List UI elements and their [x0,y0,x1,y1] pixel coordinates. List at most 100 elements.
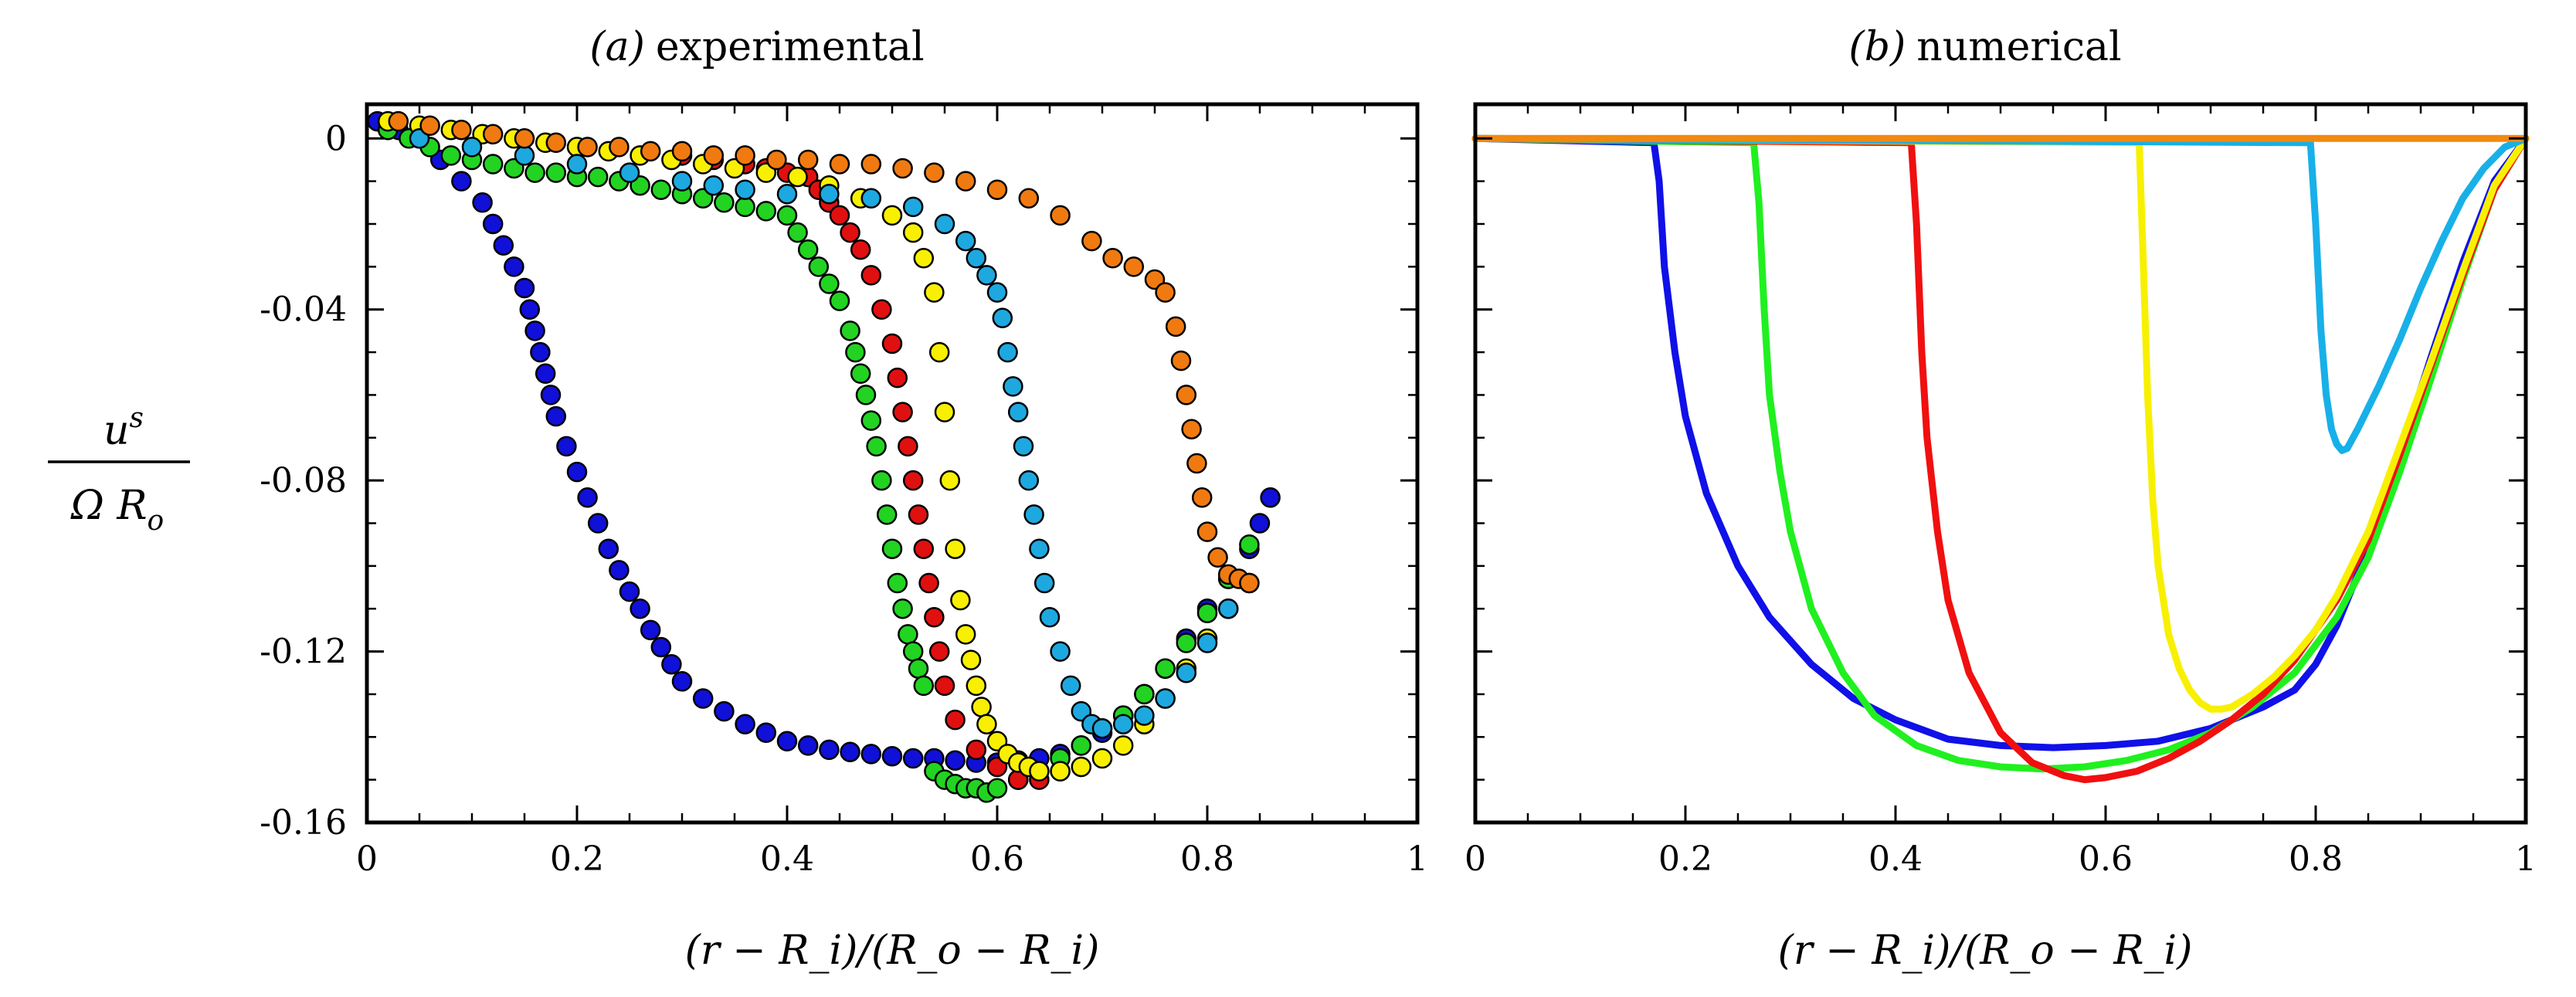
data-point-cyan [1196,632,1218,653]
data-point-blue [650,636,672,658]
data-point-red [898,436,918,457]
data-point-blue [671,671,693,692]
data-point-cyan [1176,663,1197,683]
data-point-red [881,333,903,354]
data-point-orange [671,141,693,162]
data-point-cyan [902,196,924,218]
data-point-orange [1186,453,1207,474]
data-point-cyan [735,179,755,200]
data-point-orange [1123,256,1145,277]
y-tick-label: -0.12 [260,632,347,672]
data-point-orange [514,128,535,149]
series-cyan [409,128,1239,739]
data-point-orange [1165,316,1186,337]
data-point-green [1196,602,1218,623]
data-point-yellow [960,649,982,670]
x-axis-label-numerical: (r − R_i)/(R_o − R_i) [1778,927,2193,974]
data-point-yellow [913,248,935,269]
data-point-green [808,256,830,277]
data-point-cyan [1033,572,1055,594]
data-point-cyan [934,213,955,235]
data-point-red [887,368,908,388]
data-point-red [860,265,882,286]
data-point-blue [472,192,493,213]
data-point-yellow [924,282,945,303]
data-point-yellow [902,222,924,243]
data-point-green [887,572,908,594]
data-point-orange [1181,419,1202,439]
y-tick-label: -0.08 [260,461,347,500]
data-point-orange [577,137,598,158]
data-point-green [892,598,913,619]
data-point-blue [661,653,682,675]
data-point-blue [540,385,562,405]
data-point-cyan [966,248,987,269]
data-point-blue [577,487,598,508]
x-tick-label: 0.2 [1658,839,1712,879]
data-point-orange [1050,205,1071,226]
data-point-orange [1155,282,1176,303]
data-point-green [587,166,609,188]
data-point-cyan [1112,714,1134,734]
data-point-green [797,239,819,260]
data-point-cyan [860,188,882,209]
data-point-green [1176,632,1197,653]
data-point-green [482,154,504,175]
panel-title-tag: (a) [589,24,645,70]
data-point-cyan [1013,436,1034,457]
data-point-blue [493,235,514,256]
data-point-red [902,470,924,491]
panel-title-text: numerical [1916,24,2121,70]
x-axis-label-experimental: (r − R_i)/(R_o − R_i) [685,927,1100,974]
data-point-cyan [514,145,535,166]
data-point-orange [640,141,661,162]
x-tick-label: 0.4 [1868,839,1923,879]
data-point-blue [881,745,903,767]
data-point-blue [524,320,545,341]
y-axis-label: us Ω Ro [48,402,190,537]
data-point-yellow [1112,735,1134,756]
data-point-yellow [945,538,966,559]
x-tick-label: 0.4 [760,839,814,879]
data-point-cyan [1134,705,1155,726]
data-point-orange [609,137,630,158]
data-point-orange [924,162,945,183]
data-point-blue [755,722,777,744]
data-point-orange [1102,248,1123,269]
data-point-blue [535,363,556,385]
data-point-blue [735,714,755,734]
y-tick-label: 0 [325,119,347,158]
x-tick-label: 0 [1464,839,1486,879]
data-point-yellow [950,589,971,611]
data-point-green [819,273,840,294]
data-point-green [714,192,735,213]
data-point-yellow [934,402,955,422]
plot-frame-numerical [1473,102,2528,825]
data-point-yellow [1050,761,1071,782]
ylabel-numerator: u [104,408,130,454]
data-point-blue [692,688,714,709]
data-point-orange [451,119,472,141]
axis-ticks: 0 0.2 0.4 0.6 0.8 1 0 -0.04 -0.08 -0.12 -0.16 [260,104,1428,879]
ylabel-numerator-sup: s [130,402,144,434]
data-point-blue [840,741,860,762]
data-point-blue [630,598,650,619]
data-point-cyan [1060,675,1081,697]
data-point-red [913,538,935,559]
data-point-cyan [1029,538,1050,559]
data-point-blue [530,341,551,363]
series-line-blue [1471,134,2530,751]
data-point-orange [703,145,725,166]
data-point-cyan [1007,402,1029,422]
data-point-blue [482,213,504,235]
line-marks [1471,134,2530,784]
data-point-cyan [566,154,588,175]
series-green [377,119,1260,803]
data-point-yellow [939,470,961,491]
data-point-blue [714,700,735,722]
data-point-green [840,320,860,341]
data-point-green [881,538,903,559]
data-point-yellow [1029,761,1050,782]
data-point-green [850,363,871,385]
data-point-red [924,607,945,628]
